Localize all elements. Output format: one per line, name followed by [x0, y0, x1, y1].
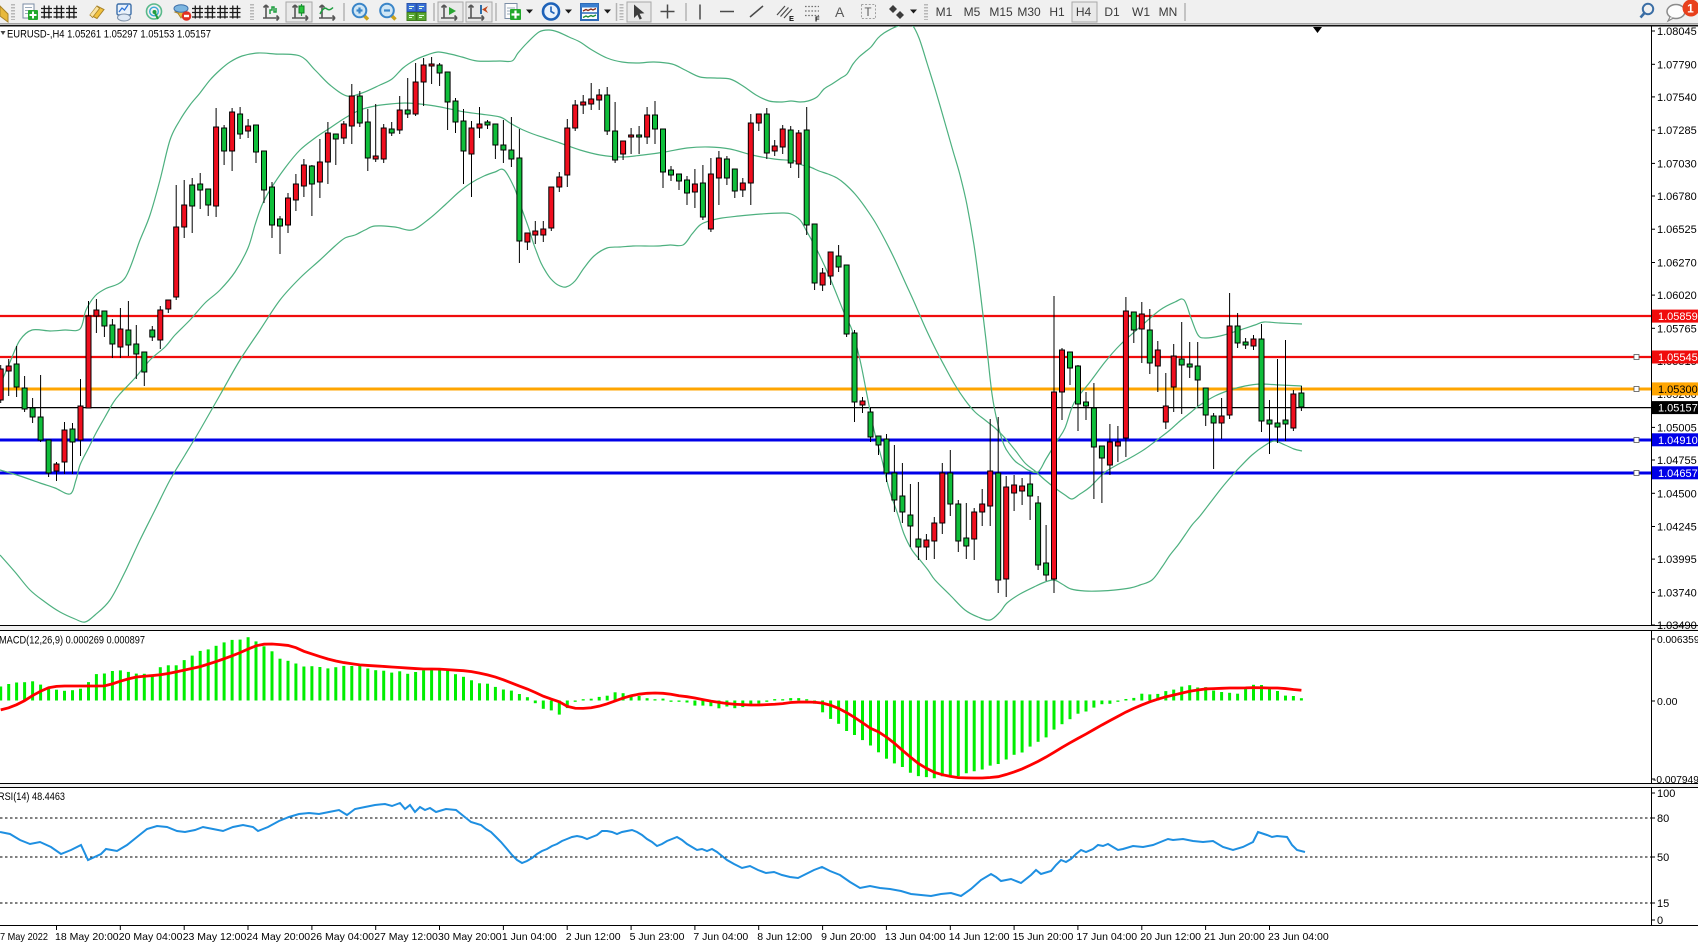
svg-text:1.07030: 1.07030: [1657, 158, 1697, 170]
svg-text:1.06020: 1.06020: [1657, 290, 1697, 302]
svg-text:1.04755: 1.04755: [1657, 455, 1697, 467]
svg-text:E: E: [789, 14, 794, 23]
svg-text:1.05300: 1.05300: [1658, 384, 1698, 396]
svg-text:23 Jun 04:00: 23 Jun 04:00: [1268, 931, 1329, 943]
svg-text:8 Jun 12:00: 8 Jun 12:00: [757, 931, 812, 943]
svg-text:1.05005: 1.05005: [1657, 422, 1697, 434]
svg-text:1.06780: 1.06780: [1657, 191, 1697, 203]
svg-text:H4: H4: [1076, 5, 1092, 19]
svg-text:1.03740: 1.03740: [1657, 587, 1697, 599]
svg-text:0: 0: [1657, 915, 1663, 927]
svg-text:7 May 2022: 7 May 2022: [0, 931, 48, 943]
svg-text:1.05765: 1.05765: [1657, 323, 1697, 335]
svg-text:H1: H1: [1049, 5, 1065, 19]
svg-text:1.03490: 1.03490: [1657, 620, 1697, 632]
svg-text:26 May 04:00: 26 May 04:00: [310, 931, 374, 943]
svg-text:14 Jun 12:00: 14 Jun 12:00: [949, 931, 1010, 943]
svg-text:RSI(14) 48.4463: RSI(14) 48.4463: [0, 791, 65, 803]
svg-text:1.05859: 1.05859: [1658, 311, 1698, 323]
svg-text:MACD(12,26,9) 0.000269 0.00089: MACD(12,26,9) 0.000269 0.000897: [0, 635, 145, 647]
svg-text:7 Jun 04:00: 7 Jun 04:00: [693, 931, 748, 943]
svg-text:W1: W1: [1132, 5, 1150, 19]
svg-text:9 Jun 20:00: 9 Jun 20:00: [821, 931, 876, 943]
svg-text:1.04910: 1.04910: [1658, 435, 1698, 447]
svg-text:A: A: [835, 4, 845, 20]
svg-text:-0.007949: -0.007949: [1653, 775, 1698, 786]
svg-text:13 Jun 04:00: 13 Jun 04:00: [885, 931, 946, 943]
svg-text:M30: M30: [1017, 5, 1041, 19]
svg-text:1.05545: 1.05545: [1658, 352, 1698, 364]
svg-text:1.07790: 1.07790: [1657, 59, 1697, 71]
svg-text:24 May 20:00: 24 May 20:00: [247, 931, 311, 943]
svg-text:18 May 20:00: 18 May 20:00: [55, 931, 119, 943]
svg-text:0.00: 0.00: [1657, 696, 1678, 708]
svg-text:1.04245: 1.04245: [1657, 522, 1697, 534]
svg-text:30 May 20:00: 30 May 20:00: [438, 931, 502, 943]
svg-text:M1: M1: [936, 5, 953, 19]
svg-text:F: F: [815, 15, 820, 24]
svg-text:MN: MN: [1159, 5, 1178, 19]
svg-text:1.06525: 1.06525: [1657, 224, 1697, 236]
svg-text:17 Jun 04:00: 17 Jun 04:00: [1076, 931, 1137, 943]
svg-text:15: 15: [1657, 898, 1669, 910]
svg-text:1.04657: 1.04657: [1658, 468, 1698, 480]
svg-text:1.03995: 1.03995: [1657, 554, 1697, 566]
svg-text:1.07540: 1.07540: [1657, 92, 1697, 104]
svg-text:1: 1: [1687, 2, 1694, 16]
svg-text:20 Jun 12:00: 20 Jun 12:00: [1140, 931, 1201, 943]
svg-text:1.06270: 1.06270: [1657, 258, 1697, 270]
svg-text:T: T: [865, 7, 872, 19]
svg-text:1.07285: 1.07285: [1657, 125, 1697, 137]
svg-text:EURUSD-,H4 1.05261 1.05297 1.: EURUSD-,H4 1.05261 1.05297 1.05153 1.051…: [7, 29, 211, 41]
svg-text:M15: M15: [989, 5, 1013, 19]
svg-text:0.006359: 0.006359: [1657, 635, 1698, 646]
svg-text:20 May 04:00: 20 May 04:00: [119, 931, 183, 943]
svg-text:D1: D1: [1104, 5, 1120, 19]
svg-text:M5: M5: [964, 5, 981, 19]
svg-text:50: 50: [1657, 852, 1669, 864]
svg-text:21 Jun 20:00: 21 Jun 20:00: [1204, 931, 1265, 943]
svg-text:27 May 12:00: 27 May 12:00: [374, 931, 438, 943]
svg-text:2 Jun 12:00: 2 Jun 12:00: [566, 931, 621, 943]
svg-text:1.04500: 1.04500: [1657, 488, 1697, 500]
svg-text:23 May 12:00: 23 May 12:00: [183, 931, 247, 943]
svg-text:15 Jun 20:00: 15 Jun 20:00: [1013, 931, 1074, 943]
svg-text:100: 100: [1657, 788, 1675, 800]
svg-text:5 Jun 23:00: 5 Jun 23:00: [630, 931, 685, 943]
svg-text:1 Jun 04:00: 1 Jun 04:00: [502, 931, 557, 943]
svg-text:80: 80: [1657, 813, 1669, 825]
svg-text:1.05157: 1.05157: [1658, 403, 1698, 415]
svg-text:1.08045: 1.08045: [1657, 26, 1697, 38]
